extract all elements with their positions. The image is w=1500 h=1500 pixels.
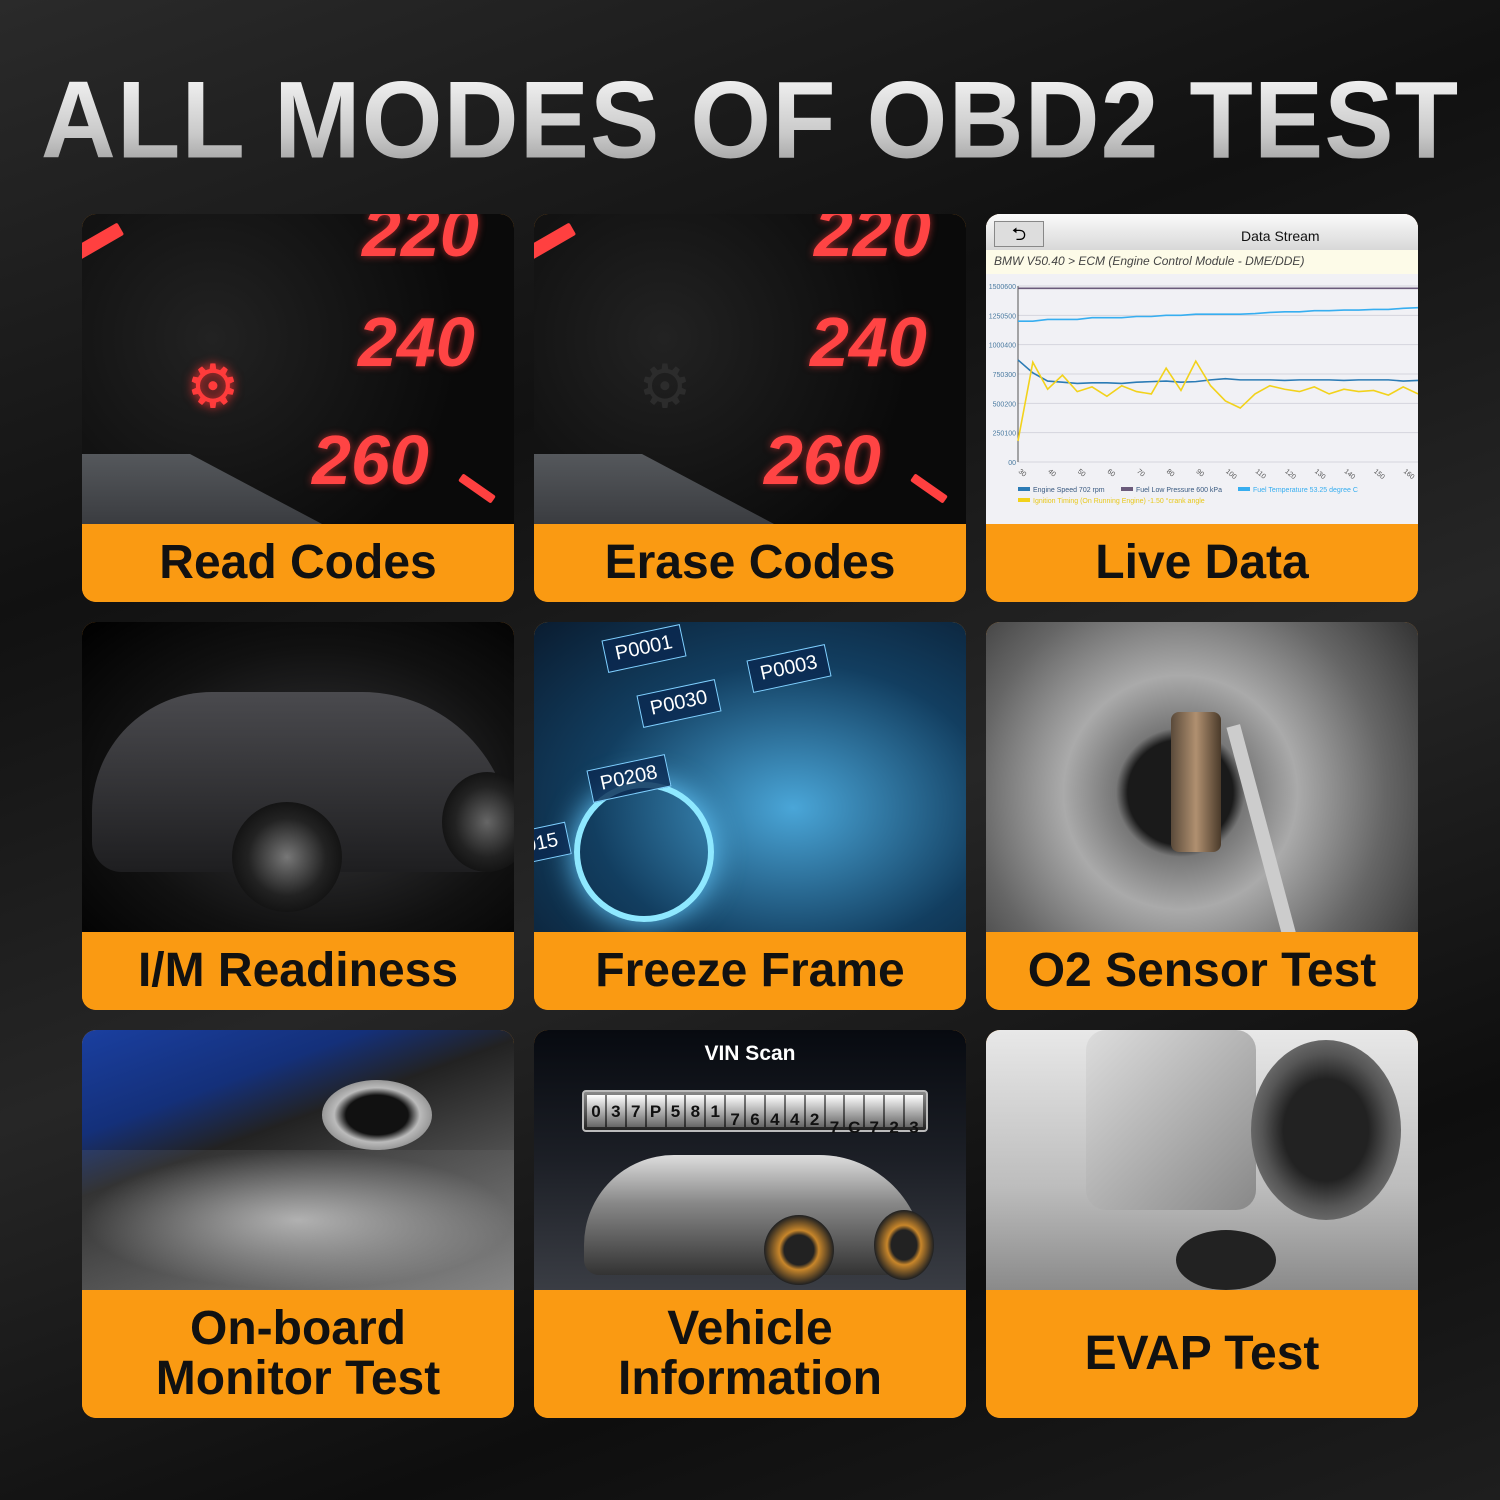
series-line — [1018, 306, 1418, 323]
speed-260: 260 — [312, 421, 429, 499]
legend-swatch — [1121, 487, 1133, 491]
tile-label: Vehicle Information — [534, 1290, 966, 1418]
vin-char: 2 — [805, 1095, 824, 1129]
series-line — [1017, 359, 1418, 442]
o2-sensor-image — [986, 622, 1418, 932]
vin-char: 7 — [825, 1095, 844, 1137]
vin-char: 8 — [686, 1095, 705, 1127]
holographic-car-image: P0001 P0003 P0030 P0208 015 — [534, 622, 966, 932]
screen-header: Data Stream — [1241, 228, 1320, 244]
y-tick-label: 1000400 — [989, 343, 1016, 350]
speed-240: 240 — [810, 303, 927, 381]
vin-char: 4 — [785, 1095, 804, 1129]
check-engine-icon: ⚙ — [638, 353, 692, 420]
vin-char: 0 — [587, 1095, 605, 1127]
exhaust-image — [82, 1030, 514, 1290]
tile-evap: EVAP Test — [986, 1030, 1418, 1418]
vin-char: P — [646, 1095, 665, 1127]
vin-char: 2 — [885, 1095, 903, 1137]
x-tick-label: 140 — [1343, 468, 1357, 481]
y-tick-label: 1500600 — [989, 284, 1016, 291]
y-tick-label: 750300 — [993, 372, 1016, 379]
tile-onboard-monitor: On-board Monitor Test — [82, 1030, 514, 1418]
data-stream-screen: ⮌ Data Stream BMW V50.40 > ECM (Engine C… — [986, 214, 1418, 524]
tile-live-data: ⮌ Data Stream BMW V50.40 > ECM (Engine C… — [986, 214, 1418, 602]
x-tick-label: 30 — [1017, 468, 1028, 478]
vin-char: 7 — [726, 1095, 744, 1129]
tile-label: Read Codes — [82, 524, 514, 602]
fuel-cap-image — [986, 1030, 1418, 1290]
x-tick-label: 120 — [1283, 468, 1297, 481]
tile-label: O2 Sensor Test — [986, 932, 1418, 1010]
tile-im-readiness: I/M Readiness — [82, 622, 514, 1010]
tile-label: Live Data — [986, 524, 1418, 602]
vin-char: C — [845, 1095, 864, 1137]
tile-label: Erase Codes — [534, 524, 966, 602]
vin-char: 1 — [706, 1095, 725, 1127]
vin-char: 3 — [905, 1095, 923, 1137]
legend-label: Ignition Timing (On Running Engine) -1.5… — [1033, 497, 1205, 505]
vin-char: 7 — [626, 1095, 645, 1127]
x-tick-label: 150 — [1372, 468, 1386, 481]
tile-erase-codes: 220 240 260 ⚙ Erase Codes — [534, 214, 966, 602]
x-tick-label: 40 — [1046, 468, 1057, 478]
y-tick-label: 1250500 — [989, 313, 1016, 320]
dtc-code: 015 — [534, 821, 573, 866]
x-tick-label: 110 — [1254, 468, 1267, 481]
tile-read-codes: 220 240 260 ⚙ Read Codes — [82, 214, 514, 602]
back-button[interactable]: ⮌ — [994, 221, 1044, 247]
page-title: ALL MODES OF OBD2 TEST — [0, 59, 1500, 184]
dtc-code: P0030 — [636, 679, 722, 728]
x-tick-label: 130 — [1313, 468, 1327, 481]
live-data-chart: 1500600 1250500 1000400 750300 500200 250100 0… — [989, 284, 1418, 505]
vin-char: 3 — [606, 1095, 625, 1127]
speed-220: 220 — [814, 214, 931, 271]
dtc-code: P0001 — [601, 624, 687, 673]
car-cutaway-image — [82, 622, 514, 932]
speed-220: 220 — [362, 214, 479, 271]
y-tick-label: 500200 — [993, 401, 1016, 408]
speedometer-image: 220 240 260 ⚙ — [534, 214, 966, 524]
legend-label: Fuel Low Pressure 600 kPa — [1136, 487, 1222, 494]
x-tick-label: 60 — [1106, 468, 1117, 478]
check-engine-icon: ⚙ — [186, 353, 240, 420]
x-tick-label: 50 — [1076, 468, 1087, 478]
y-tick-label: 250100 — [993, 431, 1016, 438]
y-tick-label: 00 — [1008, 460, 1016, 467]
x-tick-label: 90 — [1194, 468, 1205, 478]
speedometer-image: 220 240 260 ⚙ — [82, 214, 514, 524]
tile-o2-sensor: O2 Sensor Test — [986, 622, 1418, 1010]
legend-swatch — [1238, 487, 1250, 491]
x-tick-label: 70 — [1135, 468, 1146, 478]
tile-label: EVAP Test — [986, 1290, 1418, 1418]
legend-label: Engine Speed 702 rpm — [1033, 487, 1105, 494]
tile-label: I/M Readiness — [82, 932, 514, 1010]
vin-char: 4 — [765, 1095, 784, 1129]
tile-label: On-board Monitor Test — [82, 1290, 514, 1418]
legend-label: Fuel Temperature 53.25 degree C — [1253, 487, 1358, 494]
vin-char: 6 — [746, 1095, 764, 1129]
tile-freeze-frame: P0001 P0003 P0030 P0208 015 Freeze Frame — [534, 622, 966, 1010]
x-tick-label: 160 — [1402, 468, 1416, 481]
x-tick-label: 80 — [1165, 468, 1176, 478]
speed-260: 260 — [764, 421, 881, 499]
vin-char: 5 — [666, 1095, 685, 1127]
vin-char: 7 — [865, 1095, 884, 1137]
speed-240: 240 — [358, 303, 475, 381]
tile-label: Freeze Frame — [534, 932, 966, 1010]
breadcrumb: BMW V50.40 > ECM (Engine Control Module … — [986, 250, 1418, 274]
legend-swatch — [1018, 498, 1030, 502]
series-line — [1017, 359, 1418, 385]
vin-scan-title: VIN Scan — [704, 1042, 796, 1065]
dtc-code: P0003 — [746, 644, 832, 693]
x-tick-label: 100 — [1224, 468, 1238, 481]
legend-swatch — [1018, 487, 1030, 491]
